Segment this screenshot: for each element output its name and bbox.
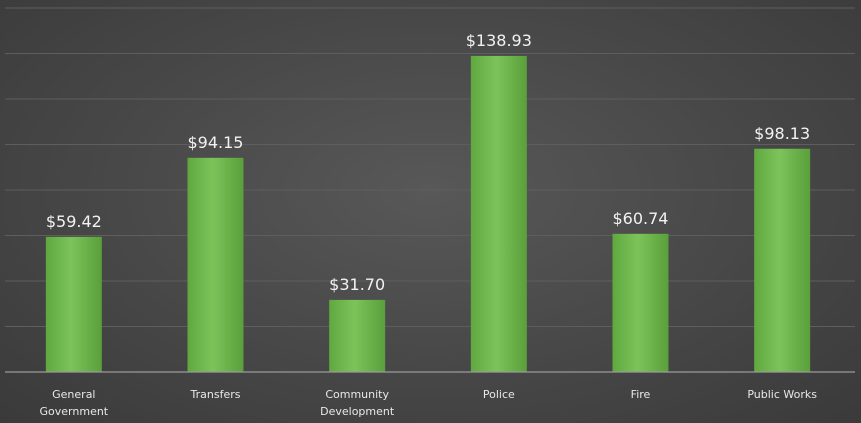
bar [612,233,669,372]
bar [754,148,811,372]
data-label: $98.13 [754,124,810,143]
category-label: Transfers [190,388,241,401]
bar [187,157,244,372]
data-label: $59.42 [46,212,102,231]
category-label: Community Development [320,388,395,418]
bars [45,55,811,372]
data-labels: $59.42 $94.15 $31.70 $138.93 $60.74 $98.13 [46,31,810,294]
category-label: Fire [631,388,651,401]
category-labels: General Government Transfers Community Devel… [40,388,818,418]
bar [470,55,527,372]
bar [329,299,386,372]
bar [45,236,102,372]
gridlines [5,7,855,327]
data-label: $94.15 [188,133,244,152]
data-label: $60.74 [613,209,669,228]
category-label: Police [483,388,515,401]
data-label: $31.70 [329,275,385,294]
category-label: Public Works [747,388,817,401]
data-label: $138.93 [466,31,532,50]
category-label: General Government [40,388,109,418]
